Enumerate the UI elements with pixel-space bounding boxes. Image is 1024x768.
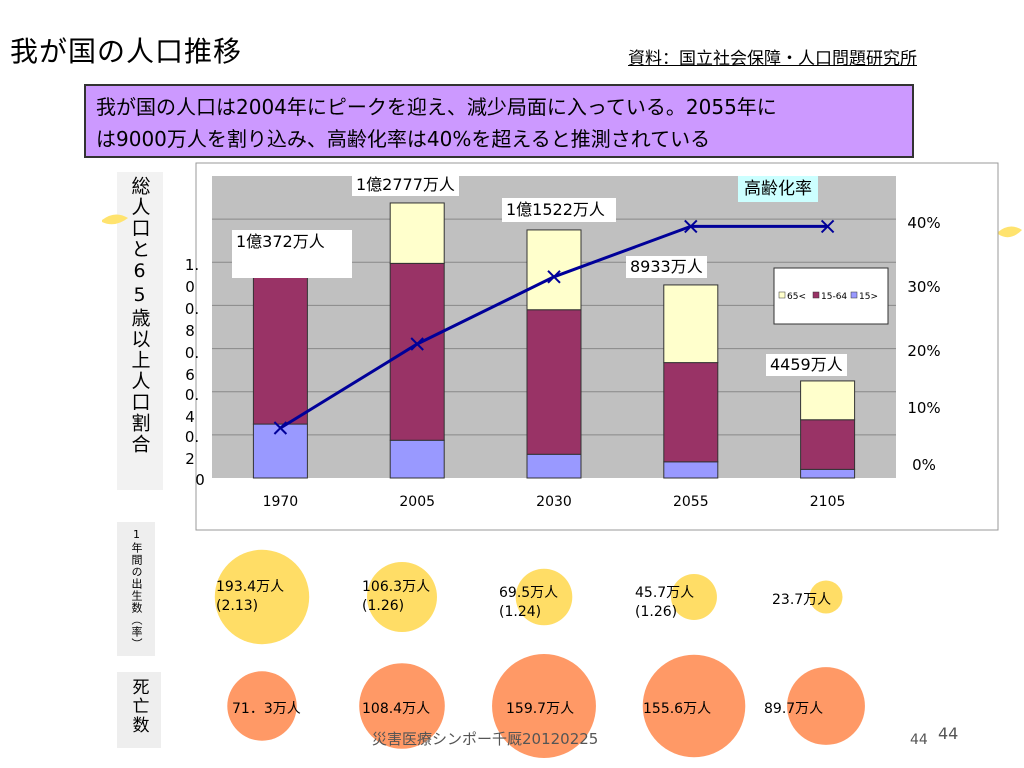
left-tick-zero: 0	[195, 471, 205, 489]
bar-total-label-1970: 1億372万人	[232, 230, 352, 278]
death-label-2055: 155.6万人	[643, 701, 712, 717]
birth-label-box: 1年間の出生数（率）	[117, 522, 155, 656]
birth-label-2055: 45.7万人 (1.26)	[635, 585, 695, 620]
right-axis-ticks: 0% 10% 20% 30% 40%	[907, 214, 940, 474]
bar-total-label-2030: 1億1522万人	[502, 198, 616, 222]
legend-entry-2: 15>	[859, 292, 878, 302]
death-label-2005: 108.4万人	[362, 701, 431, 717]
left-tick: 6	[185, 366, 195, 384]
aging-rate-marker-2005	[410, 337, 424, 351]
birth-label-2105: 23.7万人	[772, 592, 832, 608]
birth-label-1970: 193.4万人 (2.13)	[216, 579, 285, 614]
death-label-2030: 159.7万人	[506, 701, 575, 717]
right-tick-3: 30%	[907, 278, 940, 296]
bar-2005-seg-1	[389, 262, 445, 441]
page-number-small: 44	[910, 732, 928, 748]
birth-label-2005: 106.3万人 (1.26)	[362, 579, 431, 614]
bar-2005-seg-2	[389, 202, 445, 264]
y-axis-label-box: 総人口と65歳以上人口割合	[117, 172, 163, 490]
stacked-bars	[252, 202, 856, 479]
legend-swatch-1	[812, 291, 820, 299]
death-bubble-3	[642, 654, 746, 758]
birth-label: 1年間の出生数（率）	[130, 528, 143, 650]
bar-2055-seg-0	[663, 461, 719, 479]
population-chart: 1970 2005 2030 2055 2105 1.00.80.60.40.20 0%…	[185, 162, 999, 531]
source-note: 資料：国立社会保障・人口問題研究所	[628, 49, 917, 69]
bubble-rows	[214, 549, 865, 758]
left-axis-ticks: 1.00.80.60.40.20	[185, 256, 205, 489]
left-tick: 0.	[185, 300, 199, 318]
bar-2055-seg-1	[663, 362, 719, 463]
left-tick: 4	[185, 408, 195, 426]
left-tick: 0.	[185, 344, 199, 362]
birth-bubble-4	[809, 580, 843, 614]
bar-total-label-2105: 4459万人	[766, 354, 847, 376]
death-bubble-2	[492, 654, 596, 758]
legend: 65< 15-64 15>	[773, 267, 889, 325]
right-tick-4: 40%	[907, 214, 940, 232]
left-tick: 8	[185, 322, 195, 340]
right-tick-2: 20%	[907, 342, 940, 360]
legend-swatch-0	[778, 291, 786, 299]
x-tick-2030: 2030	[536, 494, 572, 510]
death-bubble-4	[787, 667, 865, 745]
x-axis-ticks: 1970 2005 2030 2055 2105	[263, 494, 846, 510]
highlight-stroke-left	[102, 214, 128, 225]
legend-swatch-2	[850, 291, 858, 299]
birth-bubble-3	[671, 574, 717, 620]
death-label-1970: 71．3万人	[232, 701, 301, 717]
left-tick: 0	[185, 278, 195, 296]
aging-rate-marker-2030	[547, 270, 561, 284]
right-tick-0: 0%	[912, 456, 936, 474]
bar-1970-seg-0	[252, 423, 308, 479]
left-tick: 0.	[185, 428, 199, 446]
bar-1970-seg-1	[252, 268, 308, 425]
death-label: 死亡数	[128, 678, 149, 735]
bar-2105-seg-1	[800, 419, 856, 470]
summary-box: 我が国の人口は2004年にピークを迎え、減少局面に入っている。2055年に は9…	[84, 84, 914, 158]
birth-bubble-2	[515, 568, 573, 626]
legend-entry-1: 15-64	[821, 292, 847, 302]
left-tick: 2	[185, 450, 195, 468]
birth-bubble-0	[214, 549, 310, 645]
bar-2105-seg-0	[800, 468, 856, 479]
bar-2030-seg-1	[526, 309, 582, 455]
summary-line-1: 我が国の人口は2004年にピークを迎え、減少局面に入っている。2055年に	[96, 95, 777, 119]
y-axis-label: 総人口と65歳以上人口割合	[128, 176, 151, 455]
bar-2005-seg-0	[389, 439, 445, 479]
death-label-box: 死亡数	[117, 672, 161, 748]
bar-2055-seg-2	[663, 284, 719, 364]
birth-bubble-1	[367, 562, 437, 632]
slide-title: 我が国の人口推移	[10, 35, 243, 68]
x-tick-2005: 2005	[399, 494, 435, 510]
bar-total-label-2005: 1億2777万人	[352, 174, 459, 196]
aging-rate-label: 高齢化率	[738, 176, 818, 202]
birth-label-2030: 69.5万人 (1.24)	[499, 585, 559, 620]
aging-rate-marker-1970	[273, 421, 288, 435]
bar-2030-seg-0	[526, 453, 582, 479]
summary-line-2: は9000万人を割り込み、高齢化率は40%を超えると推測されている	[96, 127, 711, 151]
x-tick-1970: 1970	[263, 494, 299, 510]
footer-text: 災害医療シンポー千厩20120225	[372, 730, 599, 748]
x-tick-2055: 2055	[673, 494, 709, 510]
death-bubble-1	[359, 663, 445, 749]
right-tick-1: 10%	[907, 399, 940, 417]
legend-entry-0: 65<	[787, 292, 806, 302]
left-tick: 0.	[185, 386, 199, 404]
bar-2105-seg-2	[800, 380, 856, 421]
page-number: 44	[938, 724, 959, 743]
x-tick-2105: 2105	[810, 494, 846, 510]
bar-total-label-2055: 8933万人	[626, 256, 707, 278]
death-bubble-0	[227, 671, 297, 741]
left-tick: 1.	[185, 256, 199, 274]
aging-rate-marker-2105	[820, 219, 835, 234]
aging-rate-marker-2055	[684, 219, 698, 234]
highlight-stroke-right	[998, 226, 1022, 238]
legend-box	[773, 267, 889, 325]
death-label-2105: 89.7万人	[764, 701, 824, 717]
aging-rate-line	[273, 219, 835, 435]
